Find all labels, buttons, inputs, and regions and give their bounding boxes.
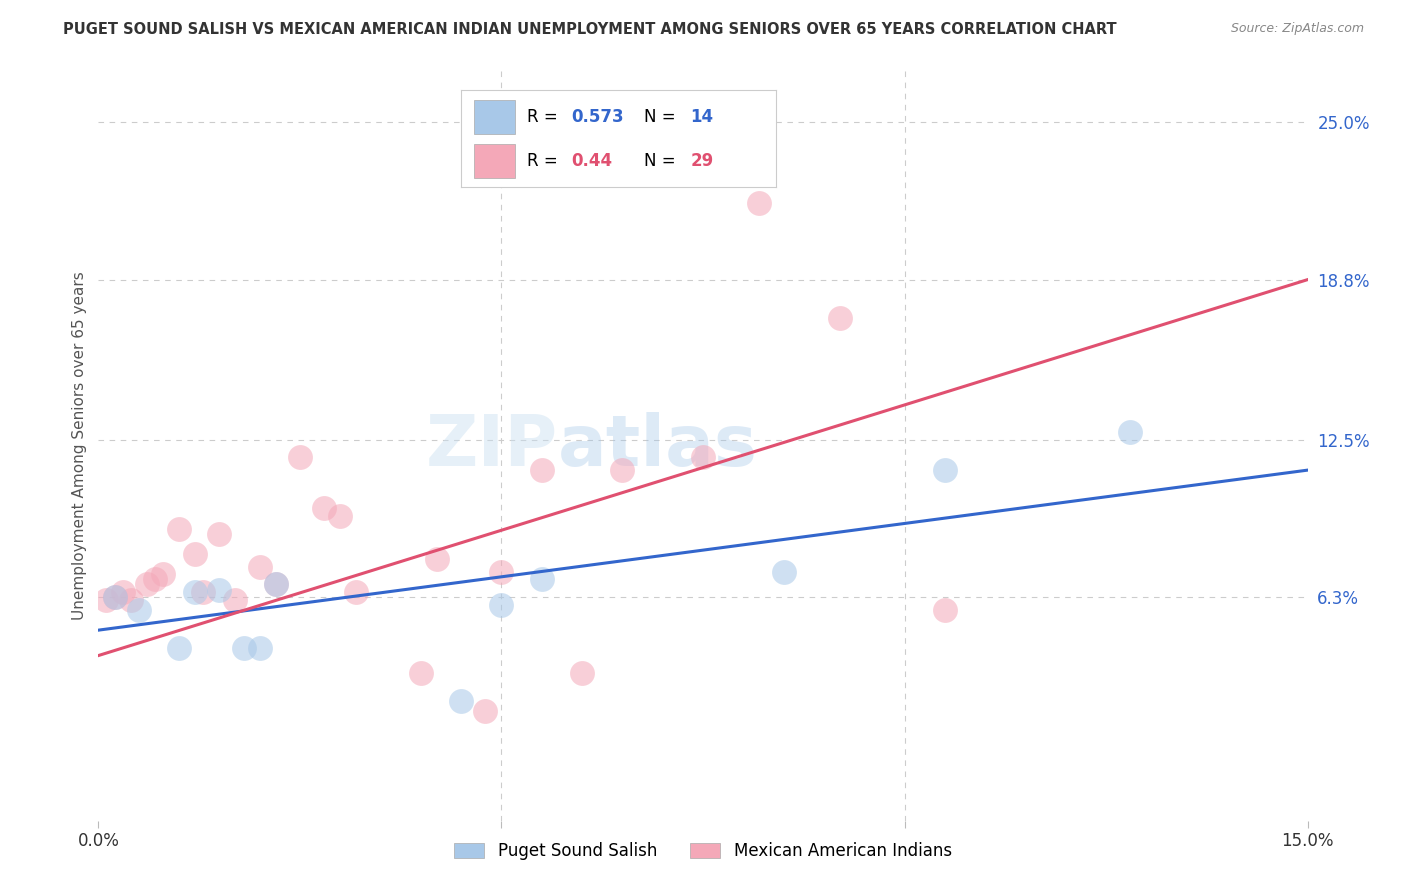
- Point: [934, 463, 956, 477]
- Point: [249, 640, 271, 655]
- Point: [143, 572, 166, 586]
- Point: [152, 567, 174, 582]
- Point: [184, 585, 207, 599]
- Point: [426, 552, 449, 566]
- Point: [450, 694, 472, 708]
- Point: [103, 590, 125, 604]
- Point: [934, 603, 956, 617]
- Point: [135, 577, 157, 591]
- Point: [128, 603, 150, 617]
- Point: [344, 585, 367, 599]
- Point: [409, 666, 432, 681]
- Point: [828, 310, 851, 325]
- Legend: Puget Sound Salish, Mexican American Indians: Puget Sound Salish, Mexican American Ind…: [446, 834, 960, 869]
- Point: [264, 577, 287, 591]
- Point: [329, 508, 352, 523]
- Point: [772, 565, 794, 579]
- Point: [491, 598, 513, 612]
- Point: [232, 640, 254, 655]
- Point: [264, 577, 287, 591]
- Text: PUGET SOUND SALISH VS MEXICAN AMERICAN INDIAN UNEMPLOYMENT AMONG SENIORS OVER 65: PUGET SOUND SALISH VS MEXICAN AMERICAN I…: [63, 22, 1116, 37]
- Point: [96, 592, 118, 607]
- Point: [692, 450, 714, 465]
- Point: [1119, 425, 1142, 439]
- Point: [184, 547, 207, 561]
- Text: atlas: atlas: [558, 411, 758, 481]
- Point: [120, 592, 142, 607]
- Point: [224, 592, 246, 607]
- Point: [167, 522, 190, 536]
- Point: [314, 501, 336, 516]
- Point: [167, 640, 190, 655]
- Point: [249, 559, 271, 574]
- Text: Source: ZipAtlas.com: Source: ZipAtlas.com: [1230, 22, 1364, 36]
- Y-axis label: Unemployment Among Seniors over 65 years: Unemployment Among Seniors over 65 years: [72, 272, 87, 620]
- Point: [530, 463, 553, 477]
- Text: ZIP: ZIP: [426, 411, 558, 481]
- Point: [748, 196, 770, 211]
- Point: [288, 450, 311, 465]
- Point: [103, 590, 125, 604]
- Point: [612, 463, 634, 477]
- Point: [193, 585, 215, 599]
- Point: [571, 666, 593, 681]
- Point: [474, 705, 496, 719]
- Point: [208, 582, 231, 597]
- Point: [208, 526, 231, 541]
- Point: [491, 565, 513, 579]
- Point: [111, 585, 134, 599]
- Point: [530, 572, 553, 586]
